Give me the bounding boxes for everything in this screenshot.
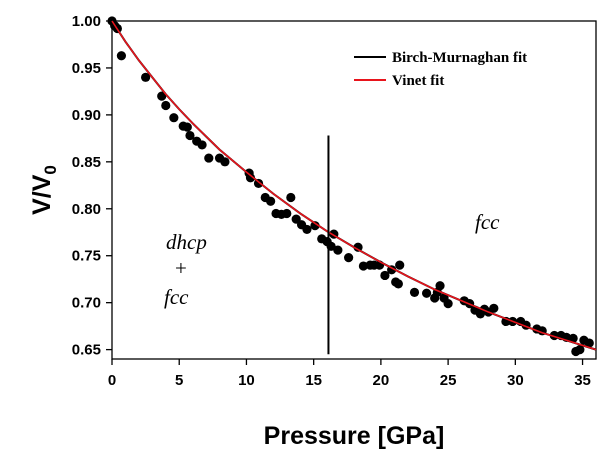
legend-label-vinet: Vinet fit	[392, 73, 444, 89]
data-point	[310, 221, 320, 231]
y-axis-title-subscript: 0	[41, 165, 60, 174]
x-tick-label: 30	[507, 372, 524, 389]
data-point	[489, 303, 499, 313]
data-point	[302, 224, 312, 235]
data-point	[253, 178, 264, 189]
y-tick-label: 0.65	[72, 342, 101, 359]
data-point	[395, 260, 405, 270]
x-tick-label: 25	[440, 372, 457, 389]
annotation-fcc-right: fcc	[475, 210, 500, 234]
y-axis-ticks: 0.65 0.70 0.75 0.80 0.85 0.90 0.95 1.00	[72, 13, 112, 359]
annotation-fcc-left: fcc	[164, 285, 189, 309]
vinet-fit-line	[111, 20, 597, 351]
data-point	[220, 157, 230, 167]
data-point	[182, 122, 192, 132]
y-tick-label: 1.00	[72, 13, 101, 30]
y-axis-title: V/V0	[28, 165, 60, 215]
data-point	[568, 333, 578, 343]
data-point	[422, 288, 432, 298]
data-point	[185, 130, 195, 141]
y-tick-label: 0.85	[72, 154, 101, 171]
data-point	[197, 140, 207, 150]
x-axis-title: Pressure [GPa]	[264, 422, 445, 450]
y-tick-label: 0.90	[72, 107, 101, 124]
x-tick-label: 15	[305, 372, 322, 389]
x-tick-label: 10	[238, 372, 255, 389]
data-point	[204, 153, 214, 163]
plot-frame	[111, 20, 597, 360]
data-point	[141, 72, 151, 82]
data-point	[575, 345, 585, 355]
data-point	[344, 253, 354, 263]
data-point	[286, 192, 296, 203]
data-point	[435, 281, 445, 291]
x-tick-label: 20	[373, 372, 390, 389]
data-point	[393, 279, 403, 289]
data-point	[333, 245, 343, 255]
y-tick-label: 0.75	[72, 248, 101, 265]
legend-label-birch-murnaghan: Birch-Murnaghan fit	[392, 50, 527, 66]
data-point	[353, 242, 363, 252]
data-point	[282, 208, 292, 219]
data-point	[169, 113, 179, 123]
legend: Birch-Murnaghan fit Vinet fit	[354, 50, 527, 89]
data-point	[161, 100, 171, 111]
data-point	[245, 173, 256, 183]
data-point	[358, 261, 369, 271]
x-tick-label: 35	[574, 372, 591, 389]
y-axis-title-main: V/V	[28, 174, 56, 215]
y-tick-label: 0.95	[72, 60, 101, 77]
y-tick-label: 0.80	[72, 201, 101, 218]
data-point	[443, 299, 453, 309]
x-axis-ticks: 0 5 10 15 20 25 30 35	[108, 359, 591, 389]
x-tick-label: 5	[175, 372, 183, 389]
data-point	[157, 91, 167, 101]
annotation-plus: +	[175, 256, 187, 280]
data-point	[116, 51, 127, 61]
data-point	[380, 270, 390, 281]
data-point	[409, 287, 420, 297]
annotation-dhcp: dhcp	[166, 230, 207, 254]
data-point	[266, 196, 276, 206]
x-tick-label: 0	[108, 372, 116, 389]
data-point	[584, 338, 594, 348]
y-tick-label: 0.70	[72, 295, 101, 312]
